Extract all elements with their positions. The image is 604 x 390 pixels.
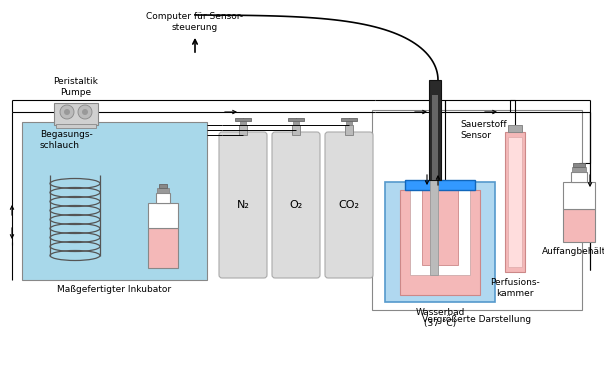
Bar xyxy=(432,95,438,180)
FancyBboxPatch shape xyxy=(219,132,267,278)
Text: Auffangbehälter: Auffangbehälter xyxy=(542,248,604,257)
Text: Maßgefertigter Inkubator: Maßgefertigter Inkubator xyxy=(57,285,172,294)
Bar xyxy=(159,184,167,188)
Text: Peristaltik
Pumpe: Peristaltik Pumpe xyxy=(54,77,98,97)
Text: Sauerstoff
Sensor: Sauerstoff Sensor xyxy=(460,120,507,140)
Circle shape xyxy=(82,109,88,115)
Bar xyxy=(422,190,458,265)
Bar xyxy=(385,182,495,302)
Bar xyxy=(505,132,525,272)
Bar xyxy=(345,125,353,135)
Bar xyxy=(54,103,98,125)
Bar xyxy=(157,188,169,193)
Bar xyxy=(400,190,480,295)
Bar xyxy=(240,120,246,125)
Bar xyxy=(430,180,438,275)
Text: O₂: O₂ xyxy=(289,200,303,210)
Bar xyxy=(573,163,585,167)
Bar xyxy=(239,125,247,135)
Bar xyxy=(22,122,207,280)
Bar xyxy=(148,228,178,268)
Bar xyxy=(572,167,586,172)
Bar xyxy=(341,118,357,121)
Bar xyxy=(235,118,251,121)
Text: Begasungs-
schlauch: Begasungs- schlauch xyxy=(40,130,93,150)
Text: Wasserbad
(37 °C): Wasserbad (37 °C) xyxy=(416,308,464,328)
Text: N₂: N₂ xyxy=(237,200,249,210)
Bar xyxy=(288,118,304,121)
Bar xyxy=(563,209,595,242)
Bar xyxy=(372,110,582,310)
Circle shape xyxy=(64,109,70,115)
Bar xyxy=(571,172,587,182)
Bar xyxy=(346,120,352,125)
Bar xyxy=(563,182,595,209)
Bar xyxy=(405,180,475,190)
Circle shape xyxy=(60,105,74,119)
Text: Computer für Sensor-
steuerung: Computer für Sensor- steuerung xyxy=(146,12,243,32)
Bar xyxy=(508,125,522,132)
Bar xyxy=(156,193,170,203)
Bar xyxy=(508,137,522,267)
Text: Vergrößerte Darstellung: Vergrößerte Darstellung xyxy=(422,316,532,324)
Bar xyxy=(56,124,96,128)
Bar xyxy=(293,120,299,125)
Bar xyxy=(429,80,441,180)
Circle shape xyxy=(78,105,92,119)
Bar xyxy=(148,203,178,228)
Bar xyxy=(410,190,470,275)
Text: CO₂: CO₂ xyxy=(338,200,359,210)
FancyBboxPatch shape xyxy=(325,132,373,278)
Text: Perfusions-
kammer: Perfusions- kammer xyxy=(490,278,540,298)
Bar xyxy=(292,125,300,135)
FancyBboxPatch shape xyxy=(272,132,320,278)
